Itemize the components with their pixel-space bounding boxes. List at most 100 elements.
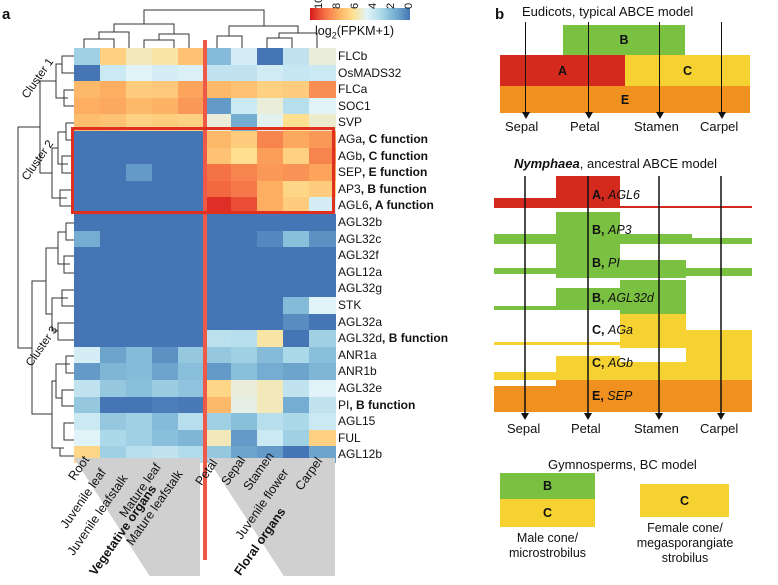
heatmap-cell — [152, 97, 179, 115]
eudicot-arrowhead-sepal — [522, 112, 530, 119]
nymphaea-organ-sepal: Sepal — [507, 421, 541, 436]
nymphaea-e-sep-band — [494, 386, 752, 412]
heatmap-cell — [205, 363, 232, 381]
eudicot-arrow-stamen — [659, 22, 660, 114]
heatmap-cell — [309, 164, 336, 182]
heatmap-cell — [74, 263, 101, 281]
heatmap-cell — [74, 330, 101, 348]
legend-tick: 6 — [349, 2, 361, 9]
heatmap-cell — [257, 48, 284, 66]
heatmap-cell — [283, 164, 310, 182]
nymphaea-gene-label: A, AGL6 — [592, 188, 640, 202]
eudicot-organ-petal: Petal — [570, 119, 600, 134]
heatmap-cell — [309, 48, 336, 66]
heatmap-cell — [152, 147, 179, 165]
heatmap-cell — [74, 346, 101, 364]
heatmap-cell — [178, 380, 205, 398]
nymphaea-c-aga-stamen — [620, 314, 686, 348]
gene-label: AGL12a — [338, 264, 383, 279]
heatmap-cell — [257, 413, 284, 431]
heatmap-cell — [257, 81, 284, 99]
nymphaea-b-pi-carpel — [686, 268, 752, 276]
legend-tick: 2 — [385, 2, 397, 9]
nymphaea-gene-label: B, PI — [592, 256, 620, 270]
heatmap-cell — [231, 214, 258, 232]
eudicot-block-b: B — [563, 25, 685, 55]
panel-b-letter: b — [495, 6, 505, 23]
heatmap-cell — [74, 230, 101, 248]
gene-label: AGL32b — [338, 215, 383, 229]
heatmap-cell — [257, 131, 284, 149]
heatmap-cell — [205, 247, 232, 265]
heatmap-cell — [309, 346, 336, 364]
heatmap-cell — [283, 263, 310, 281]
heatmap-cell — [74, 197, 101, 215]
heatmap-cell — [74, 48, 101, 66]
nymphaea-model-title: Nymphaea, ancestral ABCE model — [514, 156, 718, 171]
nymphaea-gene-label: E, SEP — [592, 389, 633, 403]
nymphaea-organ-petal: Petal — [571, 421, 601, 436]
heatmap-cell — [257, 197, 284, 215]
heatmap-cell — [152, 297, 179, 315]
eudicot-arrow-carpel — [721, 22, 722, 114]
heatmap-cell — [126, 429, 153, 447]
nymphaea-a-agl6-tail — [620, 206, 752, 208]
heatmap-cell — [126, 147, 153, 165]
heatmap-cell — [74, 313, 101, 331]
heatmap-cell — [74, 280, 101, 298]
heatmap-cell — [100, 131, 127, 149]
heatmap-cell — [283, 363, 310, 381]
heatmap-cell — [74, 147, 101, 165]
heatmap-cell — [231, 197, 258, 215]
heatmap-cell — [100, 413, 127, 431]
gene-label: OsMADS32 — [338, 65, 402, 80]
heatmap-cell — [205, 197, 232, 215]
gene-label: AGL32g — [338, 281, 383, 296]
gene-label: AP3, B function — [338, 181, 427, 196]
heatmap-cell — [178, 164, 205, 182]
heatmap-cell — [74, 297, 101, 315]
eudicot-organ-sepal: Sepal — [505, 119, 539, 134]
heatmap-cell — [74, 164, 101, 182]
heatmap-cell — [100, 81, 127, 99]
eudicot-arrowhead-petal — [585, 112, 593, 119]
gene-label: FLCb — [338, 49, 368, 63]
heatmap-cell — [283, 97, 310, 115]
nymphaea-c-aga-band — [494, 342, 620, 345]
vegetative-floral-separator — [203, 40, 207, 560]
heatmap-cell — [152, 180, 179, 198]
heatmap-cell — [309, 330, 336, 348]
heatmap-cell — [100, 396, 127, 414]
heatmap-cell — [152, 330, 179, 348]
heatmap-cell — [205, 313, 232, 331]
heatmap-cell — [126, 363, 153, 381]
heatmap-cell — [100, 297, 127, 315]
heatmap-cell — [231, 346, 258, 364]
dendrogram-left — [17, 55, 74, 457]
eudicot-arrow-petal — [588, 22, 589, 114]
heatmap-cell — [152, 164, 179, 182]
heatmap-cell — [152, 214, 179, 232]
heatmap-cell — [100, 313, 127, 331]
heatmap-cell — [231, 380, 258, 398]
nymphaea-arrowhead-carpel — [717, 413, 725, 420]
heatmap-cell — [126, 297, 153, 315]
heatmap-cell — [231, 263, 258, 281]
heatmap-cell — [309, 429, 336, 447]
heatmap-cell — [205, 64, 232, 82]
eudicot-block-c: C — [625, 55, 750, 86]
heatmap-cell — [178, 396, 205, 414]
nymphaea-gene-label: B, AGL32d — [592, 291, 654, 305]
female-cone-label: Female cone/ megasporangiate strobilus — [620, 521, 750, 566]
heatmap-cell — [205, 48, 232, 66]
heatmap-cell — [126, 164, 153, 182]
heatmap-cell — [283, 313, 310, 331]
panel-a-letter: a — [2, 6, 11, 23]
heatmap-cell — [126, 380, 153, 398]
heatmap-cell — [309, 280, 336, 298]
legend-tick: 4 — [367, 2, 379, 9]
heatmap-cell — [100, 197, 127, 215]
heatmap-cell — [178, 413, 205, 431]
heatmap-cell — [178, 197, 205, 215]
gene-label: SEP, E function — [338, 165, 428, 180]
